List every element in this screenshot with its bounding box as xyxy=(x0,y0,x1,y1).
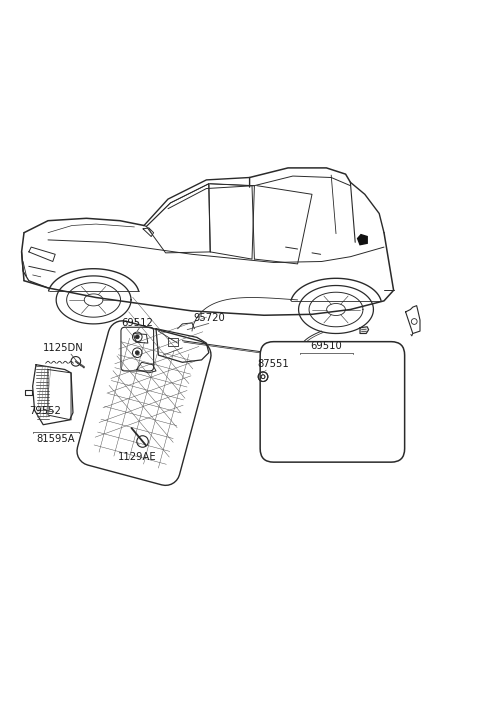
Text: 79552: 79552 xyxy=(29,406,60,416)
Text: 1125DN: 1125DN xyxy=(43,342,84,352)
Circle shape xyxy=(135,335,139,339)
Text: 81595A: 81595A xyxy=(36,434,74,444)
FancyBboxPatch shape xyxy=(121,327,154,371)
Polygon shape xyxy=(358,235,367,245)
Circle shape xyxy=(135,351,139,355)
Text: 87551: 87551 xyxy=(258,358,289,368)
Text: 1129AE: 1129AE xyxy=(118,452,156,462)
Polygon shape xyxy=(360,327,369,333)
Text: 95720: 95720 xyxy=(193,313,225,323)
Text: 69510: 69510 xyxy=(311,341,342,351)
FancyBboxPatch shape xyxy=(260,342,405,462)
Text: 69512: 69512 xyxy=(121,317,153,327)
